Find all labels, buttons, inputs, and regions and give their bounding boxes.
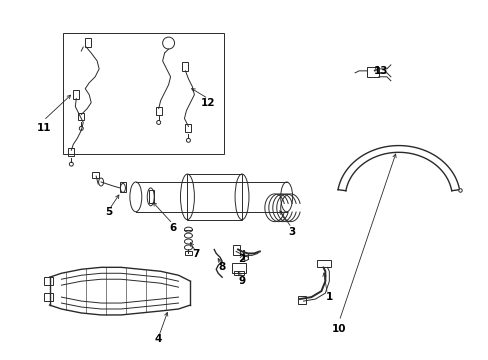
Text: 13: 13 [373,66,387,76]
Bar [234,271,244,275]
Bar [185,251,192,255]
Text: 6: 6 [168,222,176,233]
Text: 5: 5 [105,207,112,217]
Bar [187,174,242,220]
Bar [185,125,191,132]
Text: 12: 12 [201,98,215,108]
Text: 3: 3 [287,226,295,237]
Bar [85,38,91,47]
Bar [148,190,153,203]
Bar [43,293,53,301]
Text: 7: 7 [192,249,200,260]
Bar [297,296,305,304]
Text: 2: 2 [238,255,245,264]
Bar [73,90,79,99]
Bar [366,67,378,77]
Bar [155,107,162,114]
Bar [63,33,224,154]
Bar [68,148,74,156]
Text: 4: 4 [155,334,162,344]
Bar [120,182,126,192]
Bar [92,172,99,178]
Bar [232,264,245,273]
Bar [182,62,188,71]
Text: 10: 10 [331,324,346,334]
Bar [78,113,84,121]
Bar [43,277,53,285]
Text: 1: 1 [325,292,332,302]
Bar [233,246,240,255]
Bar [317,260,331,267]
Text: 11: 11 [36,123,51,134]
Text: 9: 9 [238,276,245,286]
Text: 8: 8 [218,262,225,272]
